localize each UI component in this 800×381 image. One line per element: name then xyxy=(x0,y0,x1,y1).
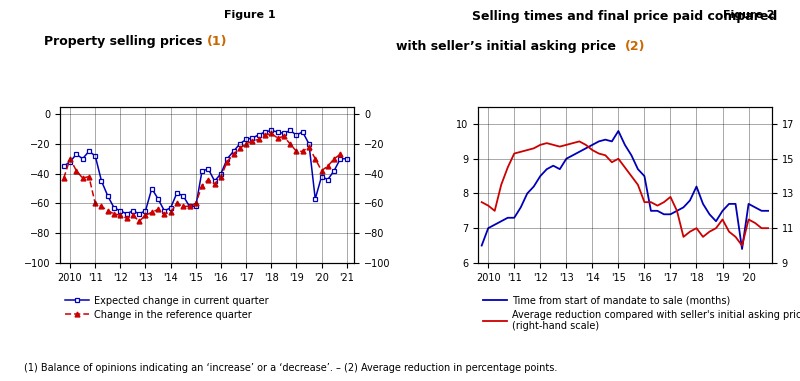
Legend: Time from start of mandate to sale (months), Average reduction compared with sel: Time from start of mandate to sale (mont… xyxy=(482,296,800,331)
Text: Figure 2: Figure 2 xyxy=(722,10,774,19)
Text: with seller’s initial asking price: with seller’s initial asking price xyxy=(396,40,625,53)
Text: (2): (2) xyxy=(625,40,646,53)
Text: Figure 1: Figure 1 xyxy=(224,10,276,19)
Text: Property selling prices: Property selling prices xyxy=(44,35,207,48)
Legend: Expected change in current quarter, Change in the reference quarter: Expected change in current quarter, Chan… xyxy=(65,296,269,320)
Text: Selling times and final price paid compared: Selling times and final price paid compa… xyxy=(472,10,778,22)
Text: (1): (1) xyxy=(207,35,228,48)
Text: (1) Balance of opinions indicating an ‘increase’ or a ‘decrease’. – (2) Average : (1) Balance of opinions indicating an ‘i… xyxy=(24,363,558,373)
